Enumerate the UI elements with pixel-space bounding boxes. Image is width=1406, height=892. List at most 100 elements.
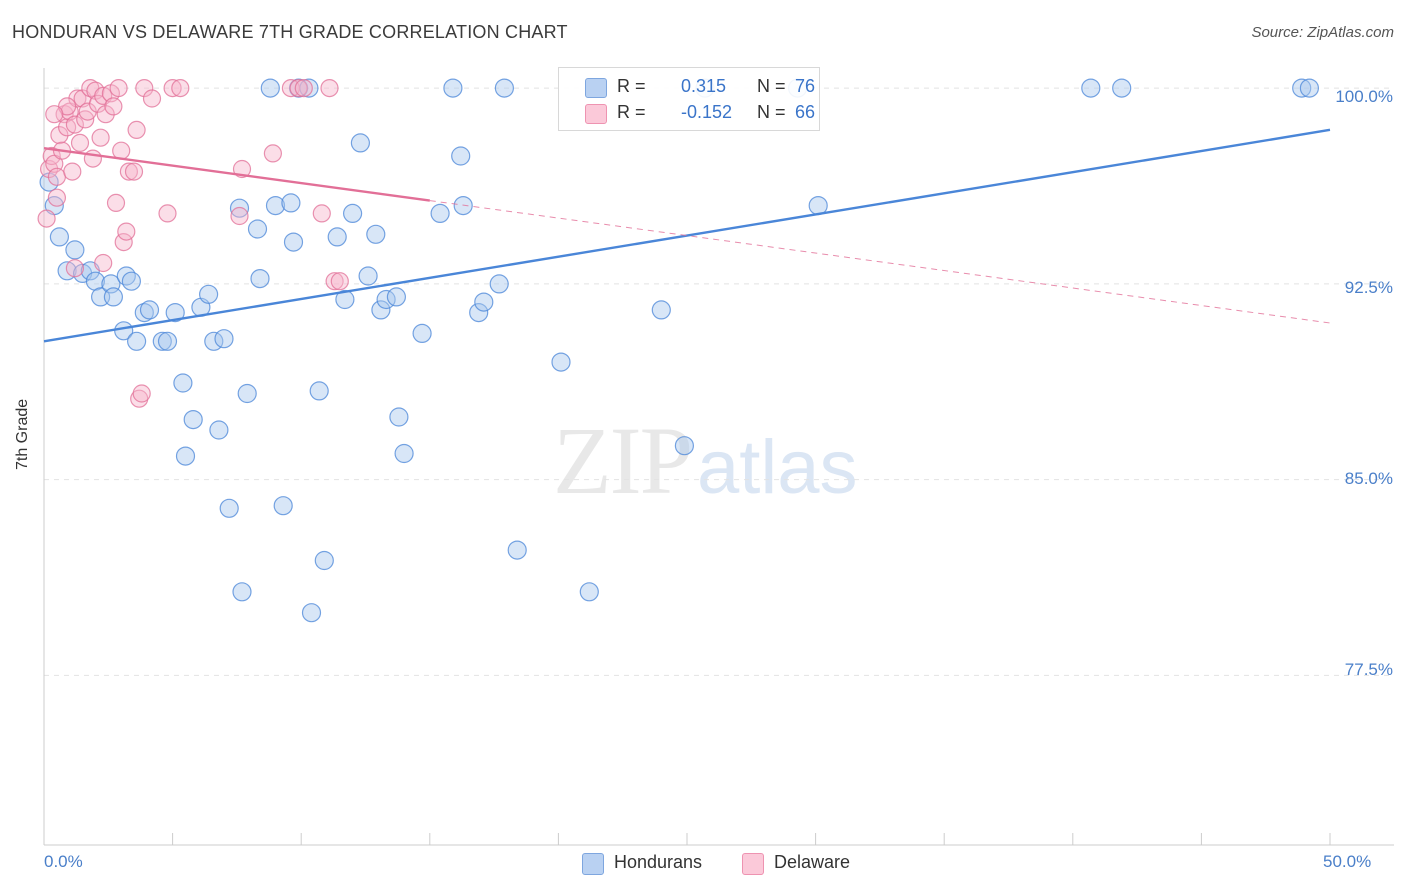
delaware-point bbox=[45, 105, 64, 124]
delaware-point bbox=[65, 115, 85, 134]
hondurans-point bbox=[474, 292, 494, 312]
delaware-swatch bbox=[585, 104, 607, 124]
delaware-point bbox=[106, 193, 126, 212]
hondurans-trend-line bbox=[43, 128, 1331, 343]
hondurans-point bbox=[157, 331, 178, 351]
delaware-point bbox=[230, 206, 249, 226]
delaware-point bbox=[109, 78, 128, 98]
legend-label: Hondurans bbox=[614, 852, 703, 872]
hondurans-point bbox=[165, 303, 185, 323]
delaware-point bbox=[171, 78, 190, 98]
delaware-point bbox=[320, 78, 339, 98]
delaware-point bbox=[117, 222, 136, 241]
hondurans-point bbox=[209, 420, 229, 440]
hondurans-point bbox=[469, 303, 489, 323]
x-tick-label-min: 0.0% bbox=[44, 852, 83, 871]
delaware-point bbox=[83, 149, 103, 168]
hondurans-point bbox=[494, 78, 514, 98]
hondurans-point bbox=[358, 266, 378, 286]
hondurans-point bbox=[281, 193, 301, 213]
delaware-point bbox=[127, 120, 146, 139]
hondurans-point bbox=[443, 78, 463, 98]
n-label: N = bbox=[757, 102, 786, 122]
y-tick-label-85: 85.0% bbox=[1344, 469, 1393, 488]
delaware-point bbox=[94, 253, 113, 273]
delaware-point bbox=[232, 159, 252, 179]
hondurans-point bbox=[219, 498, 239, 518]
r-value: -0.152 bbox=[681, 102, 733, 122]
hondurans-point bbox=[335, 289, 355, 310]
hondurans-point bbox=[103, 287, 124, 307]
hondurans-point bbox=[309, 381, 329, 401]
delaware-point bbox=[158, 204, 177, 223]
hondurans-swatch bbox=[582, 853, 604, 875]
hondurans-point bbox=[229, 198, 250, 218]
delaware-point bbox=[330, 272, 349, 291]
hondurans-point bbox=[314, 550, 334, 571]
n-value: 66 bbox=[795, 102, 816, 122]
hondurans-point bbox=[250, 269, 270, 289]
delaware-trend-line bbox=[43, 146, 430, 202]
delaware-point bbox=[281, 78, 300, 98]
hondurans-point bbox=[65, 240, 85, 260]
hondurans-point bbox=[175, 446, 196, 466]
hondurans-point bbox=[260, 78, 280, 98]
delaware-point bbox=[47, 167, 67, 186]
hondurans-point bbox=[412, 323, 432, 343]
hondurans-point bbox=[366, 224, 386, 244]
y-tick-label-92-5: 92.5% bbox=[1344, 278, 1393, 297]
hondurans-point bbox=[121, 271, 141, 291]
hondurans-point bbox=[651, 300, 671, 320]
watermark: ZIPatlas bbox=[553, 405, 858, 516]
watermark-zip: ZIP bbox=[553, 407, 693, 514]
delaware-point bbox=[124, 162, 144, 181]
trend-lines bbox=[43, 128, 1331, 343]
delaware-point bbox=[96, 105, 115, 124]
hondurans-point bbox=[451, 146, 471, 166]
hondurans-point bbox=[134, 303, 154, 323]
axes bbox=[43, 68, 1394, 846]
delaware-point bbox=[50, 126, 69, 145]
delaware-point bbox=[142, 89, 162, 108]
hondurans-point bbox=[371, 300, 391, 320]
hondurans-point bbox=[394, 443, 414, 464]
hondurans-point bbox=[49, 227, 70, 247]
r-label: R = bbox=[617, 102, 646, 122]
delaware-trend-line-extension bbox=[429, 200, 1331, 324]
chart-source: Source: ZipAtlas.com bbox=[1251, 24, 1394, 41]
hondurans-point bbox=[507, 540, 527, 560]
delaware-point bbox=[47, 188, 67, 207]
delaware-point bbox=[65, 259, 85, 278]
delaware-point bbox=[91, 128, 110, 147]
hondurans-point bbox=[1299, 78, 1320, 98]
hondurans-point bbox=[232, 582, 252, 602]
delaware-point bbox=[119, 162, 138, 181]
hondurans-point bbox=[301, 603, 322, 623]
hondurans-point bbox=[183, 410, 203, 430]
hondurans-point bbox=[350, 133, 370, 153]
y-tick-label-100: 100.0% bbox=[1335, 87, 1393, 106]
delaware-point bbox=[263, 144, 282, 163]
delaware-point bbox=[114, 233, 133, 252]
hondurans-point bbox=[674, 436, 695, 456]
delaware-point bbox=[163, 78, 182, 98]
hondurans-point bbox=[1081, 78, 1101, 98]
delaware-point bbox=[312, 204, 331, 223]
hondurans-point bbox=[430, 203, 450, 223]
hondurans-point bbox=[152, 331, 172, 351]
legend: Hondurans Delaware bbox=[0, 850, 1406, 880]
r-label: R = bbox=[617, 76, 646, 96]
hondurans-point bbox=[139, 300, 160, 320]
hondurans-point bbox=[127, 331, 147, 351]
hondurans-point bbox=[199, 284, 219, 304]
delaware-point bbox=[294, 78, 313, 98]
hondurans-point bbox=[237, 383, 257, 404]
hondurans-point bbox=[343, 203, 363, 223]
hondurans-point bbox=[214, 329, 234, 349]
hondurans-point bbox=[327, 227, 347, 247]
hondurans-point bbox=[1292, 78, 1312, 98]
x-tick-label-max: 50.0% bbox=[1323, 852, 1372, 871]
hondurans-point bbox=[389, 407, 409, 427]
hondurans-point bbox=[1112, 78, 1132, 98]
hondurans-point bbox=[116, 266, 136, 286]
